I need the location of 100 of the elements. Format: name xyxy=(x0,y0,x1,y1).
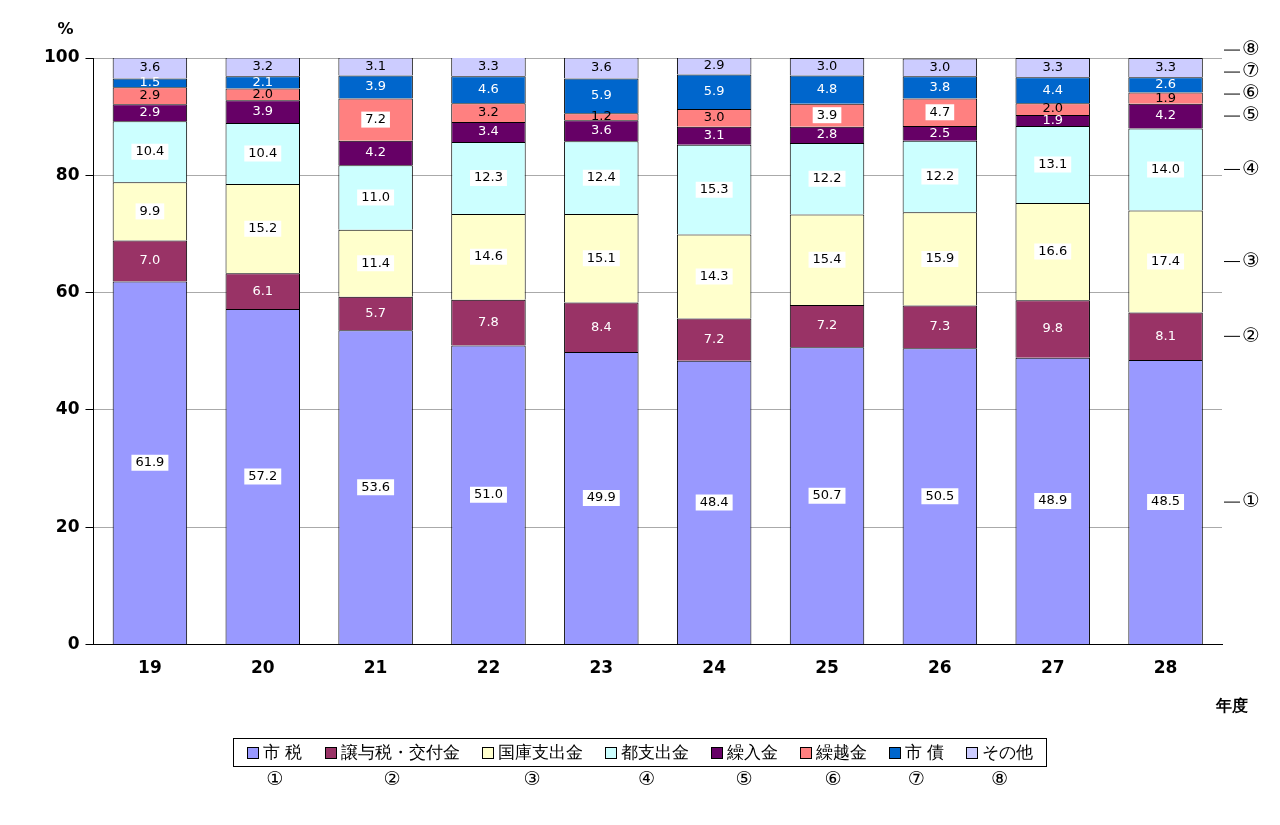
data-label: 50.5 xyxy=(925,487,955,503)
x-tick-label: 23 xyxy=(589,657,614,678)
data-label: 7.0 xyxy=(139,252,161,268)
data-label: 3.3 xyxy=(478,57,499,73)
legend-label: 譲与税・交付金 xyxy=(340,741,460,764)
text: ⑤ xyxy=(735,767,753,789)
data-label: 16.6 xyxy=(1038,242,1068,258)
text: ② xyxy=(1242,322,1260,347)
text: ⑥ xyxy=(1242,80,1260,105)
data-label: 48.4 xyxy=(699,493,729,509)
data-label: 2.6 xyxy=(1155,76,1176,92)
data-label: 10.4 xyxy=(248,144,278,160)
data-label: 14.6 xyxy=(473,248,503,264)
data-label: 3.2 xyxy=(252,58,274,74)
data-label: 7.2 xyxy=(703,330,725,346)
data-label: 7.3 xyxy=(929,318,951,334)
data-label: 12.3 xyxy=(473,169,503,185)
data-label: 6.1 xyxy=(252,282,274,298)
data-label: 8.1 xyxy=(1155,327,1176,343)
x-tick-label: 27 xyxy=(1040,657,1065,678)
data-label: 4.8 xyxy=(816,81,838,97)
text: ③ xyxy=(523,767,541,789)
text: ⑥ xyxy=(824,767,842,789)
data-label: 5.9 xyxy=(590,87,612,103)
text: ④ xyxy=(1242,155,1260,180)
data-label: 3.6 xyxy=(590,122,612,138)
data-label: 2.8 xyxy=(816,126,838,142)
text: ⑦ xyxy=(907,767,925,789)
data-label: 2.9 xyxy=(139,104,161,120)
data-label: 50.7 xyxy=(812,487,842,503)
data-label: 4.4 xyxy=(1042,81,1064,97)
text: ⑦ xyxy=(1242,58,1260,83)
data-label: 1.9 xyxy=(1155,89,1176,105)
data-label: 2.9 xyxy=(139,87,161,103)
legend-label: 市 債 xyxy=(904,741,944,764)
data-label: 14.3 xyxy=(699,267,729,283)
legend-label: 繰越金 xyxy=(815,741,867,764)
data-label: 11.4 xyxy=(361,254,391,270)
data-label: 3.6 xyxy=(139,59,161,75)
data-label: 3.1 xyxy=(365,57,386,73)
text: ① xyxy=(266,767,284,789)
data-label: 3.4 xyxy=(478,123,499,139)
x-tick-label: 20 xyxy=(250,657,275,678)
data-label: 2.9 xyxy=(703,57,725,73)
data-label: 4.2 xyxy=(1155,107,1176,123)
data-label: 15.3 xyxy=(699,181,729,197)
data-label: 3.9 xyxy=(816,106,838,122)
data-label: 1.5 xyxy=(139,74,161,90)
legend-label: その他 xyxy=(981,741,1033,764)
data-label: 14.0 xyxy=(1151,160,1181,176)
text: ⑧ xyxy=(1242,36,1260,61)
data-label: 53.6 xyxy=(361,478,391,494)
data-label: 9.9 xyxy=(139,202,161,218)
data-label: 48.9 xyxy=(1038,492,1068,508)
x-tick-label: 22 xyxy=(476,657,501,678)
data-label: 13.1 xyxy=(1038,155,1068,171)
y-tick-label: 60 xyxy=(55,281,80,302)
data-label: 7.2 xyxy=(365,110,386,126)
text: ① xyxy=(1242,488,1260,513)
data-label: 49.9 xyxy=(586,489,616,505)
y-axis-title: % xyxy=(57,19,74,39)
data-label: 15.1 xyxy=(586,249,616,265)
text: ⑧ xyxy=(990,767,1008,789)
data-label: 51.0 xyxy=(473,486,503,502)
data-label: 7.8 xyxy=(478,313,499,329)
x-tick-label: 28 xyxy=(1153,657,1178,678)
data-label: 3.3 xyxy=(1042,59,1064,75)
data-label: 3.0 xyxy=(703,109,725,125)
data-label: 12.4 xyxy=(586,169,616,185)
legend-label: 繰入金 xyxy=(726,741,778,764)
data-label: 12.2 xyxy=(925,167,955,183)
text: ② xyxy=(383,767,401,789)
data-label: 61.9 xyxy=(135,454,165,470)
data-label: 2.5 xyxy=(929,124,951,140)
y-tick-label: 100 xyxy=(43,46,80,67)
y-tick-label: 0 xyxy=(67,633,80,654)
x-axis-title: 年度 xyxy=(1215,695,1248,715)
data-label: 12.2 xyxy=(812,170,842,186)
data-label: 4.2 xyxy=(365,144,386,160)
data-label: 7.2 xyxy=(816,317,838,333)
data-label: 15.2 xyxy=(248,220,278,236)
data-label: 3.9 xyxy=(365,78,386,94)
y-tick-label: 20 xyxy=(55,515,80,536)
data-label: 3.2 xyxy=(478,103,499,119)
data-label: 5.7 xyxy=(365,304,386,320)
data-label: 17.4 xyxy=(1151,252,1181,268)
data-label: 48.5 xyxy=(1151,493,1181,509)
data-label: 4.7 xyxy=(929,103,951,119)
x-tick-label: 26 xyxy=(928,657,952,678)
data-label: 4.6 xyxy=(478,81,499,97)
x-tick-label: 19 xyxy=(138,657,162,678)
data-label: 11.0 xyxy=(361,188,391,204)
x-tick-label: 21 xyxy=(363,657,388,678)
data-label: 57.2 xyxy=(248,467,278,483)
data-label: 9.8 xyxy=(1042,320,1064,336)
y-tick-label: 80 xyxy=(55,163,80,184)
legend-label: 国庫支出金 xyxy=(497,741,583,764)
data-label: 3.6 xyxy=(590,59,612,75)
data-label: 3.3 xyxy=(1155,59,1176,75)
legend-label: 都支出金 xyxy=(620,741,689,764)
